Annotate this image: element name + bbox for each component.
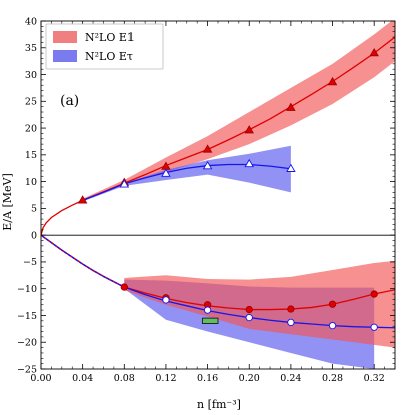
legend-swatch-e1 xyxy=(53,31,77,43)
point-e-symmetric xyxy=(245,305,253,314)
y-tick-label: 20 xyxy=(25,123,37,134)
point-e-neutron xyxy=(286,102,296,111)
dotted-e-symmetric-extrapolation xyxy=(41,234,126,288)
band-n-lo-e-symmetric-matter xyxy=(124,260,395,348)
uncertainty-bands xyxy=(82,21,395,369)
y-tick-label: −15 xyxy=(17,311,37,322)
point-e-symmetric xyxy=(328,300,337,308)
y-tick-label: 40 xyxy=(25,16,37,27)
point-e-neutron xyxy=(202,160,213,170)
y-axis-label: E/A [MeV] xyxy=(1,173,14,230)
y-tick-label: −20 xyxy=(17,338,37,349)
legend: N²LO E𝟙 N²LO Eτ xyxy=(45,23,164,70)
axis-ticks: 0.00 0.04 0.08 0.12 0.16 0.20 0.24 0.28 0.32 −25 −… xyxy=(17,16,396,384)
point-e-neutron xyxy=(244,158,255,168)
point-e-symmetric xyxy=(287,318,295,327)
point-e-symmetric xyxy=(245,313,253,322)
dotted-e-symmetric-extrapolation xyxy=(41,234,126,288)
curve-e-neutron-fit xyxy=(41,36,395,236)
y-tick-label: 0 xyxy=(31,230,37,241)
empirical-saturation-box xyxy=(201,317,219,324)
y-tick-label: −10 xyxy=(17,284,37,295)
y-tick-label: −5 xyxy=(23,257,37,268)
y-tick-label: 10 xyxy=(25,177,37,188)
legend-swatch-etau xyxy=(53,50,77,62)
point-e-symmetric xyxy=(328,321,337,330)
y-tick-label: 15 xyxy=(25,150,37,161)
legend-label-etau: N²LO Eτ xyxy=(85,50,133,63)
point-e-neutron xyxy=(161,168,171,177)
band-n-lo-e-neutron-matter xyxy=(82,145,291,202)
point-e-symmetric xyxy=(203,306,212,314)
point-e-neutron xyxy=(369,48,379,57)
y-tick-label: 25 xyxy=(25,97,37,108)
x-tick-label: 0.32 xyxy=(364,373,385,384)
x-tick-label: 0.24 xyxy=(280,373,301,384)
x-tick-label: 0.12 xyxy=(155,373,176,384)
x-tick-label: 0.00 xyxy=(30,373,51,384)
point-e-neutron xyxy=(202,144,213,153)
x-tick-label: 0.20 xyxy=(239,373,260,384)
point-e-neutron xyxy=(119,179,130,188)
curve-e-neutron-fit xyxy=(82,163,291,201)
data-points xyxy=(77,48,379,331)
y-tick-label: 5 xyxy=(31,204,37,215)
point-e-neutron xyxy=(327,76,338,86)
y-tick-label: 30 xyxy=(25,70,37,81)
point-e-symmetric xyxy=(120,283,128,291)
x-tick-label: 0.08 xyxy=(114,373,135,384)
y-tick-label: −25 xyxy=(17,364,37,375)
x-tick-label: 0.04 xyxy=(72,373,93,384)
y-tick-label: 35 xyxy=(25,43,37,54)
x-tick-label: 0.28 xyxy=(322,373,343,384)
x-tick-label: 0.16 xyxy=(197,373,218,384)
point-e-symmetric xyxy=(370,323,378,331)
empirical-saturation-box-layer xyxy=(201,317,219,324)
legend-label-e1: N²LO E𝟙 xyxy=(85,31,135,44)
point-e-symmetric xyxy=(162,296,170,304)
point-e-neutron xyxy=(244,125,255,134)
panel-label: (a) xyxy=(60,93,79,109)
x-axis-label: n [fm⁻³] xyxy=(197,398,241,411)
point-e-neutron xyxy=(286,163,296,172)
curve-e-symmetric-fit xyxy=(124,286,395,329)
point-e-neutron xyxy=(77,195,88,204)
point-e-symmetric xyxy=(370,290,378,298)
point-e-symmetric xyxy=(287,305,295,313)
